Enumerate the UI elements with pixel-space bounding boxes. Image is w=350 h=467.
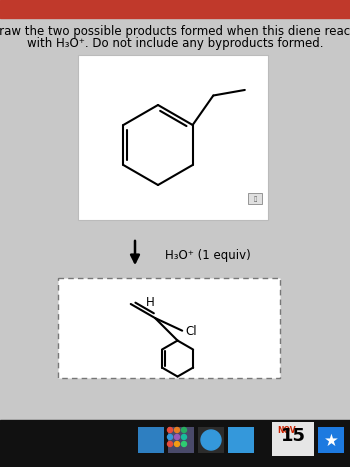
Bar bbox=[138, 427, 164, 453]
Text: ★: ★ bbox=[323, 432, 338, 450]
Text: ⧉: ⧉ bbox=[253, 196, 257, 202]
Bar bbox=[58, 278, 280, 378]
Text: NOV: NOV bbox=[277, 426, 296, 435]
Text: H₃O⁺ (1 equiv): H₃O⁺ (1 equiv) bbox=[165, 248, 251, 262]
Text: Cl: Cl bbox=[185, 325, 197, 338]
Bar bbox=[0, 420, 350, 467]
Bar bbox=[78, 55, 268, 220]
Circle shape bbox=[168, 427, 173, 432]
Text: 15: 15 bbox=[280, 427, 306, 445]
Bar bbox=[318, 427, 344, 453]
Text: Draw the two possible products formed when this diene reacts: Draw the two possible products formed wh… bbox=[0, 25, 350, 38]
Circle shape bbox=[175, 434, 180, 439]
Bar bbox=[198, 427, 224, 453]
Bar bbox=[272, 422, 314, 456]
Circle shape bbox=[175, 441, 180, 446]
Circle shape bbox=[182, 441, 187, 446]
Text: H: H bbox=[146, 296, 154, 309]
Circle shape bbox=[201, 430, 221, 450]
Bar bbox=[168, 427, 194, 453]
Bar bbox=[0, 0, 350, 18]
Text: with H₃O⁺. Do not include any byproducts formed.: with H₃O⁺. Do not include any byproducts… bbox=[27, 37, 323, 50]
Bar bbox=[248, 193, 262, 204]
Circle shape bbox=[168, 434, 173, 439]
Circle shape bbox=[175, 427, 180, 432]
Circle shape bbox=[182, 434, 187, 439]
Circle shape bbox=[168, 441, 173, 446]
Circle shape bbox=[182, 427, 187, 432]
Bar bbox=[228, 427, 254, 453]
